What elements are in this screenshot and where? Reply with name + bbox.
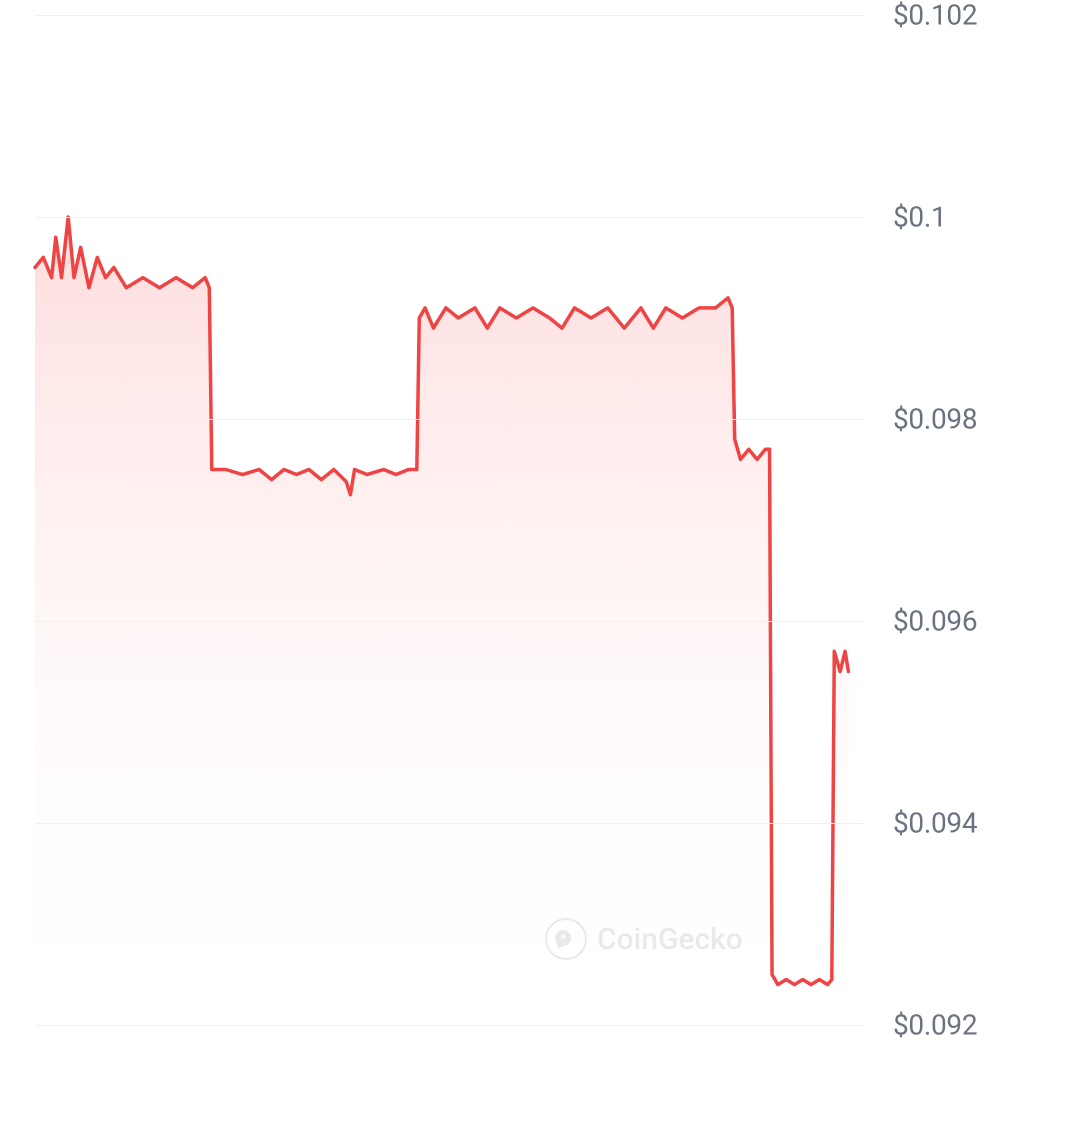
y-axis: $0.092$0.094$0.096$0.098$0.1$0.102 bbox=[875, 15, 1065, 1025]
coingecko-watermark: CoinGecko bbox=[545, 918, 743, 960]
y-axis-label: $0.102 bbox=[893, 0, 977, 32]
y-axis-label: $0.098 bbox=[893, 403, 977, 436]
y-axis-label: $0.092 bbox=[893, 1009, 977, 1042]
gridline bbox=[35, 823, 865, 824]
gridline bbox=[35, 217, 865, 218]
gridline bbox=[35, 1025, 865, 1026]
price-chart-container: CoinGecko $0.092 $0.094 $0.096 $0.098 $0.1 $0… bbox=[0, 0, 1080, 1139]
gridline bbox=[35, 621, 865, 622]
y-axis-label: $0.096 bbox=[893, 605, 977, 638]
gridline bbox=[35, 15, 865, 16]
coingecko-icon bbox=[545, 918, 587, 960]
gridline bbox=[35, 419, 865, 420]
price-chart[interactable] bbox=[35, 15, 865, 1025]
price-line-svg bbox=[35, 15, 865, 1025]
watermark-text: CoinGecko bbox=[597, 922, 743, 957]
y-axis-label: $0.094 bbox=[893, 807, 977, 840]
y-axis-label: $0.1 bbox=[893, 201, 946, 234]
